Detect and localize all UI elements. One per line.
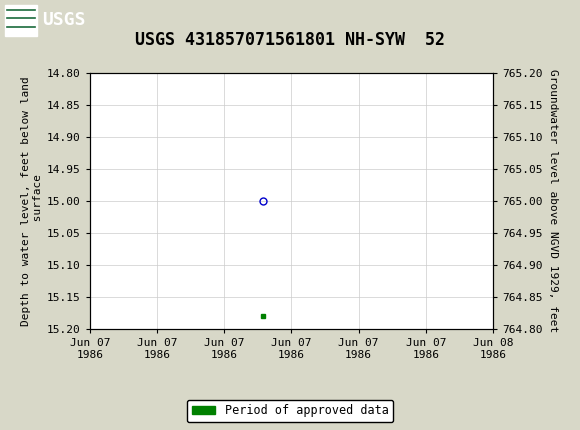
Legend: Period of approved data: Period of approved data bbox=[187, 399, 393, 422]
Text: USGS: USGS bbox=[42, 12, 86, 29]
Text: USGS 431857071561801 NH-SYW  52: USGS 431857071561801 NH-SYW 52 bbox=[135, 31, 445, 49]
Bar bbox=[5, 5, 37, 36]
Y-axis label: Depth to water level, feet below land
 surface: Depth to water level, feet below land su… bbox=[21, 76, 43, 326]
Y-axis label: Groundwater level above NGVD 1929, feet: Groundwater level above NGVD 1929, feet bbox=[548, 69, 558, 333]
